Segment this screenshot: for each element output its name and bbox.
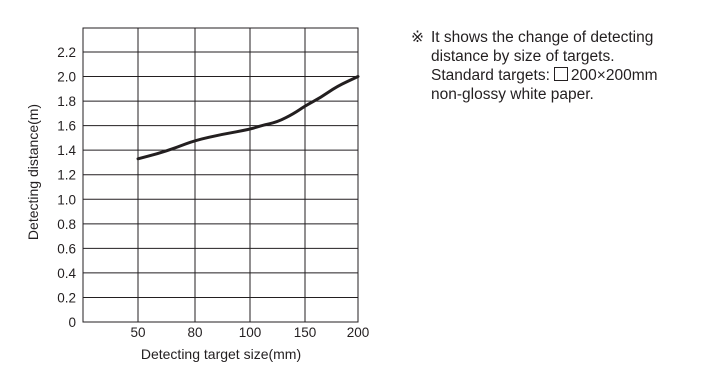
y-tick-labels: 0 0.2 0.4 0.6 0.8 1.0 1.2 1.4 1.6 1.8 2.0 2.2: [57, 45, 76, 330]
x-tick-label: 50: [130, 325, 145, 340]
x-tick-label: 200: [347, 325, 370, 340]
x-tick-labels: 50 80 100 150 200: [130, 325, 369, 340]
y-tick-label: 0: [68, 315, 76, 330]
chart-note: ※ It shows the change of detecting dista…: [411, 28, 701, 104]
y-axis-label: Detecting distance(m): [25, 104, 41, 240]
note-line-1: ※ It shows the change of detecting: [411, 28, 701, 47]
x-tick-label: 80: [187, 325, 202, 340]
note-line-3: Standard targets: 200×200mm: [411, 66, 701, 85]
y-tick-label: 2.0: [57, 70, 76, 85]
y-tick-label: 0.2: [57, 290, 76, 305]
note-line-4: non-glossy white paper.: [431, 86, 594, 103]
y-tick-label: 1.4: [57, 143, 76, 158]
y-tick-label: 0.6: [57, 241, 76, 256]
note-text-1: It shows the change of detecting: [431, 29, 654, 46]
series-line: [136, 75, 360, 161]
x-tick-label: 100: [239, 325, 262, 340]
y-tick-label: 1.0: [57, 192, 76, 207]
x-tick-label: 150: [294, 325, 317, 340]
note-standard-size: 200×200mm: [570, 67, 658, 84]
y-tick-label: 0.4: [57, 266, 76, 281]
y-tick-label: 1.8: [57, 94, 76, 109]
note-line-2: distance by size of targets.: [431, 48, 615, 65]
y-tick-label: 1.6: [57, 119, 76, 134]
x-axis-label: Detecting target size(mm): [141, 346, 301, 362]
y-tick-label: 2.2: [57, 45, 76, 60]
square-icon: [553, 67, 568, 81]
note-standard-label: Standard targets:: [431, 67, 550, 84]
y-tick-label: 0.8: [57, 217, 76, 232]
chart-grid: [82, 27, 359, 323]
y-tick-label: 1.2: [57, 168, 76, 183]
reference-mark: ※: [411, 29, 424, 46]
